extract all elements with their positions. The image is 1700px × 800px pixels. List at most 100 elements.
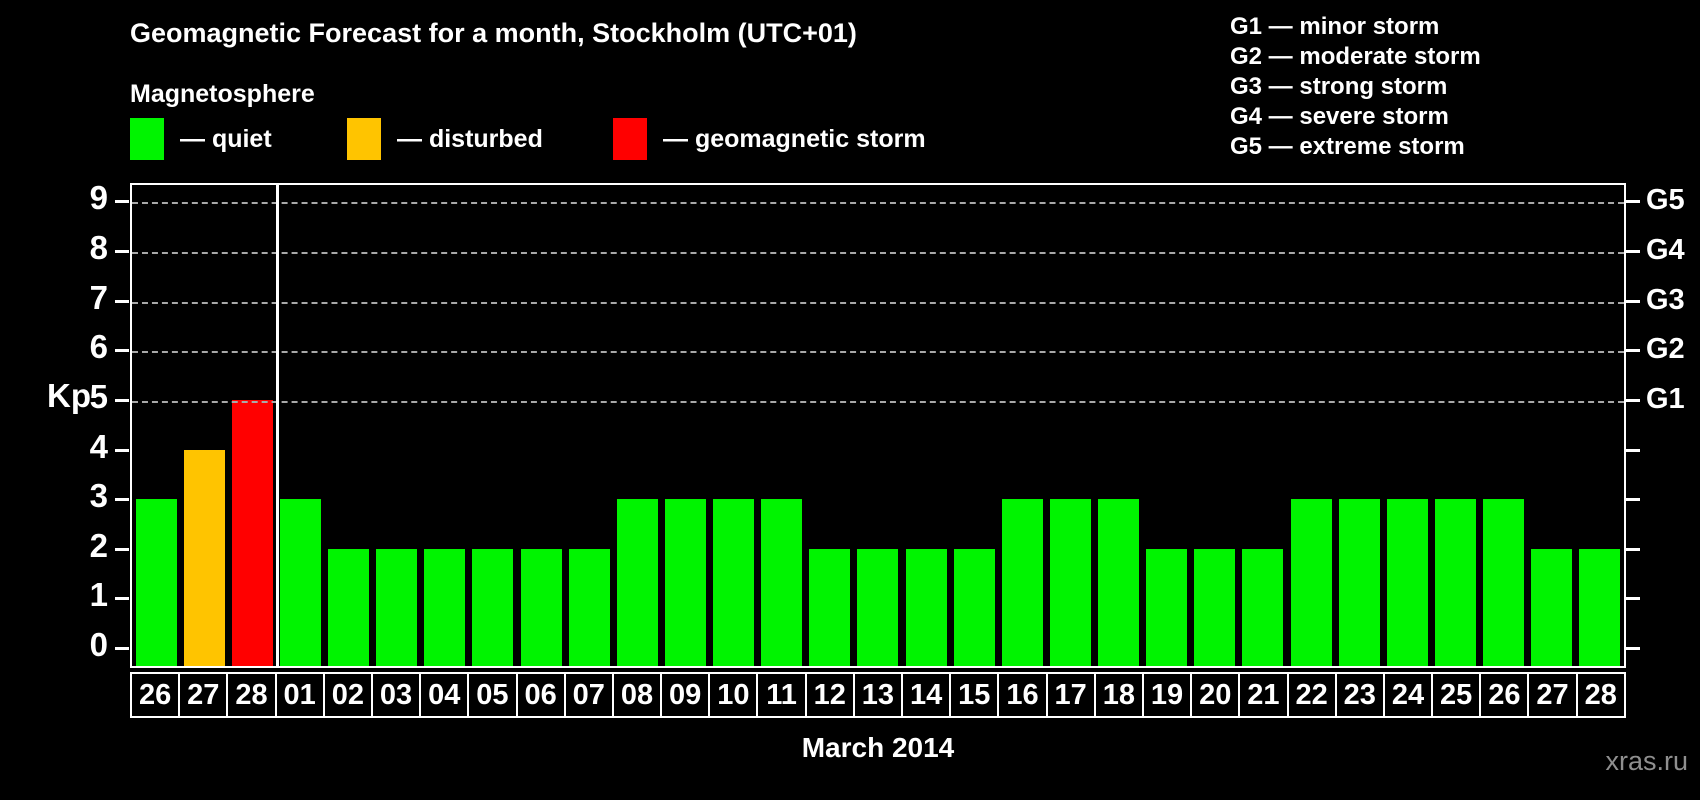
bar-slot-day-14 — [902, 185, 950, 666]
kp-bar-day-22 — [1290, 499, 1332, 666]
left-tick-2 — [115, 547, 129, 551]
kp-bar-day-25 — [1434, 499, 1476, 666]
kp-bar-day-24 — [1386, 499, 1428, 666]
kp-bar-day-28 — [1579, 548, 1621, 666]
right-tick-4 — [1626, 448, 1640, 452]
g-legend-line-g3: G3 — strong storm — [1230, 73, 1448, 100]
bar-slot-day-26 — [132, 185, 180, 666]
gridline-kp-9 — [132, 202, 1624, 205]
bar-slot-day-07 — [565, 185, 613, 666]
right-tick-7 — [1626, 299, 1640, 303]
g-scale-legend: G1 — minor storm G2 — moderate storm G3 … — [1230, 12, 1481, 162]
legend-label-quiet: — quiet — [180, 124, 272, 153]
left-tick-3 — [115, 498, 129, 502]
bar-slot-day-24 — [1383, 185, 1431, 666]
x-tick-cell-day-12: 12 — [804, 672, 855, 718]
kp-bar-day-27 — [183, 449, 225, 666]
x-tick-cell-day-25: 25 — [1431, 672, 1482, 718]
kp-bar-day-21 — [1242, 548, 1284, 666]
bar-slot-day-22 — [1287, 185, 1335, 666]
x-tick-cell-day-22: 22 — [1286, 672, 1337, 718]
bar-slot-day-02 — [325, 185, 373, 666]
bar-slot-day-17 — [1046, 185, 1094, 666]
g-legend-line-g4: G4 — severe storm — [1230, 103, 1449, 130]
kp-bar-day-12 — [809, 548, 851, 666]
legend-label-disturbed: — disturbed — [397, 124, 543, 153]
bar-slot-day-25 — [1431, 185, 1479, 666]
y-tick-label-9: 9 — [89, 179, 108, 217]
right-axis-label-g3: G3 — [1646, 283, 1685, 316]
x-tick-cell-day-21: 21 — [1238, 672, 1289, 718]
gridline-kp-8 — [132, 251, 1624, 254]
left-tick-6 — [115, 349, 129, 353]
bar-slot-day-28 — [1576, 185, 1624, 666]
y-tick-label-8: 8 — [89, 228, 108, 266]
kp-bar-day-13 — [857, 548, 899, 666]
kp-bar-day-26 — [135, 499, 177, 666]
x-tick-cell-day-03: 03 — [370, 672, 422, 718]
g-legend-line-g1: G1 — minor storm — [1230, 13, 1440, 40]
x-tick-cell-day-27: 27 — [178, 672, 229, 718]
kp-bar-day-15 — [953, 548, 995, 666]
month-boundary-line — [276, 185, 280, 666]
bar-slot-day-28 — [228, 185, 276, 666]
disturbed-color-swatch — [347, 118, 381, 160]
kp-bar-day-01 — [279, 499, 321, 666]
right-axis-label-g4: G4 — [1646, 233, 1685, 266]
x-tick-cell-day-23: 23 — [1334, 672, 1385, 718]
y-tick-label-1: 1 — [89, 576, 108, 614]
x-tick-cell-day-04: 04 — [419, 672, 470, 718]
bar-slot-day-06 — [517, 185, 565, 666]
x-tick-cell-day-01: 01 — [274, 672, 325, 718]
g-legend-line-g5: G5 — extreme storm — [1230, 133, 1465, 160]
bars-container — [132, 185, 1624, 666]
kp-bar-day-16 — [1001, 499, 1043, 666]
left-tick-0 — [115, 647, 129, 651]
bar-slot-day-10 — [710, 185, 758, 666]
bar-slot-day-23 — [1335, 185, 1383, 666]
right-tick-8 — [1626, 249, 1640, 253]
x-tick-cell-day-26: 26 — [130, 672, 181, 718]
left-tick-1 — [115, 597, 129, 601]
gridline-kp-5 — [132, 400, 1624, 403]
bar-slot-day-27 — [180, 185, 228, 666]
g-legend-line-g2: G2 — moderate storm — [1230, 43, 1481, 70]
kp-bar-day-04 — [424, 548, 466, 666]
x-tick-cell-day-15: 15 — [949, 672, 1000, 718]
x-tick-cell-day-10: 10 — [708, 672, 759, 718]
right-tick-9 — [1626, 200, 1640, 204]
storm-color-swatch — [613, 118, 647, 160]
left-tick-4 — [115, 448, 129, 452]
legend-item-quiet: — quiet — [130, 117, 272, 161]
bar-slot-day-26 — [1480, 185, 1528, 666]
y-tick-label-4: 4 — [89, 427, 108, 465]
kp-bar-day-14 — [905, 548, 947, 666]
left-tick-5 — [115, 398, 129, 402]
bar-slot-day-16 — [998, 185, 1046, 666]
x-tick-cell-day-08: 08 — [611, 672, 663, 718]
kp-bar-day-10 — [713, 499, 755, 666]
bar-slot-day-03 — [373, 185, 421, 666]
bar-slot-day-15 — [950, 185, 998, 666]
x-tick-cell-day-26: 26 — [1479, 672, 1530, 718]
y-tick-label-6: 6 — [89, 328, 108, 366]
gridline-kp-6 — [132, 351, 1624, 354]
kp-bar-day-09 — [664, 499, 706, 666]
x-tick-cell-day-27: 27 — [1527, 672, 1578, 718]
x-tick-cell-day-07: 07 — [563, 672, 614, 718]
left-tick-7 — [115, 299, 129, 303]
kp-bar-day-27 — [1531, 548, 1573, 666]
magnetosphere-label: Magnetosphere — [130, 80, 315, 108]
bar-slot-day-05 — [469, 185, 517, 666]
bar-slot-day-18 — [1095, 185, 1143, 666]
kp-bar-day-23 — [1338, 499, 1380, 666]
bar-slot-day-13 — [854, 185, 902, 666]
chart-title: Geomagnetic Forecast for a month, Stockh… — [130, 18, 857, 48]
kp-bar-day-20 — [1194, 548, 1236, 666]
right-tick-1 — [1626, 597, 1640, 601]
bar-slot-day-21 — [1239, 185, 1287, 666]
kp-bar-day-05 — [472, 548, 514, 666]
bar-slot-day-27 — [1528, 185, 1576, 666]
legend-item-disturbed: — disturbed — [347, 117, 543, 161]
